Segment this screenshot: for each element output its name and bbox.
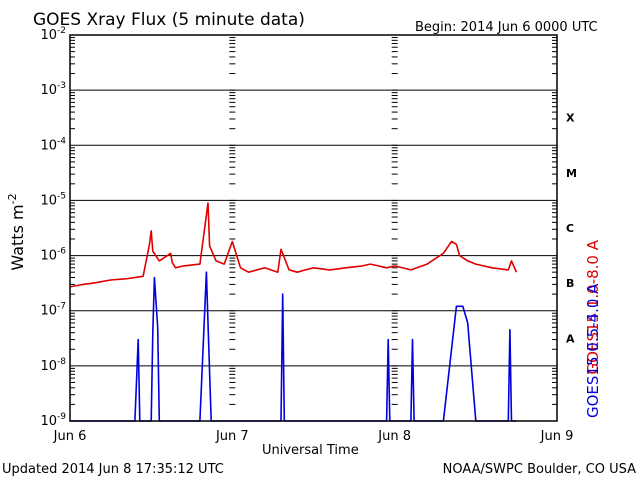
y-tick-labels: 10-9 10-8 10-7 10-6 10-5 10-4 10-3 10-2 (40, 26, 66, 429)
flare-class-labels: A B C M X (566, 112, 577, 346)
plot-frame (69, 34, 558, 422)
chart-title: GOES Xray Flux (5 minute data) (33, 10, 305, 30)
y-tick-label: 10-7 (40, 302, 66, 319)
x-tick-label: Jun 6 (53, 429, 87, 444)
long-series-legend: GOES15 1.0-8.0 A (584, 239, 602, 374)
begin-label: Begin: 2014 Jun 6 0000 UTC (415, 20, 598, 35)
credit-label: NOAA/SWPC Boulder, CO USA (443, 462, 636, 477)
flare-class-label: B (566, 277, 574, 290)
day-divider-ticks (229, 37, 398, 422)
flare-class-label: A (566, 332, 575, 345)
updated-label: Updated 2014 Jun 8 17:35:12 UTC (2, 462, 224, 477)
x-axis-label: Universal Time (262, 443, 359, 458)
y-tick-label: 10-2 (40, 26, 66, 43)
series-short-line (70, 271, 517, 422)
flare-class-label: X (566, 112, 575, 125)
flare-class-label: M (566, 167, 577, 180)
y-tick-label: 10-6 (40, 247, 66, 264)
y-tick-label: 10-9 (40, 412, 66, 429)
x-tick-label: Jun 9 (540, 429, 574, 444)
x-tick-labels: Jun 6 Jun 7 Jun 8 Jun 9 (53, 429, 574, 444)
y-axis-label: Watts m-2 (6, 193, 27, 270)
flare-class-label: C (566, 222, 574, 235)
x-tick-label: Jun 7 (215, 429, 249, 444)
series-long-line (69, 202, 518, 288)
y-tick-label: 10-5 (40, 191, 66, 208)
x-tick-label: Jun 8 (377, 429, 411, 444)
y-tick-label: 10-4 (40, 136, 66, 153)
svg-text:Watts m-2: Watts m-2 (6, 193, 27, 270)
horizontal-grid (70, 34, 557, 422)
series-group (69, 202, 518, 422)
y-tick-label: 10-8 (40, 357, 66, 374)
y-tick-label: 10-3 (40, 81, 66, 98)
short-series-legend: GOES15 0.5-4.0 A (584, 283, 602, 418)
short-series-label: GOES15 0.5-4.0 A (584, 283, 602, 418)
long-series-label: GOES15 1.0-8.0 A (584, 239, 602, 374)
